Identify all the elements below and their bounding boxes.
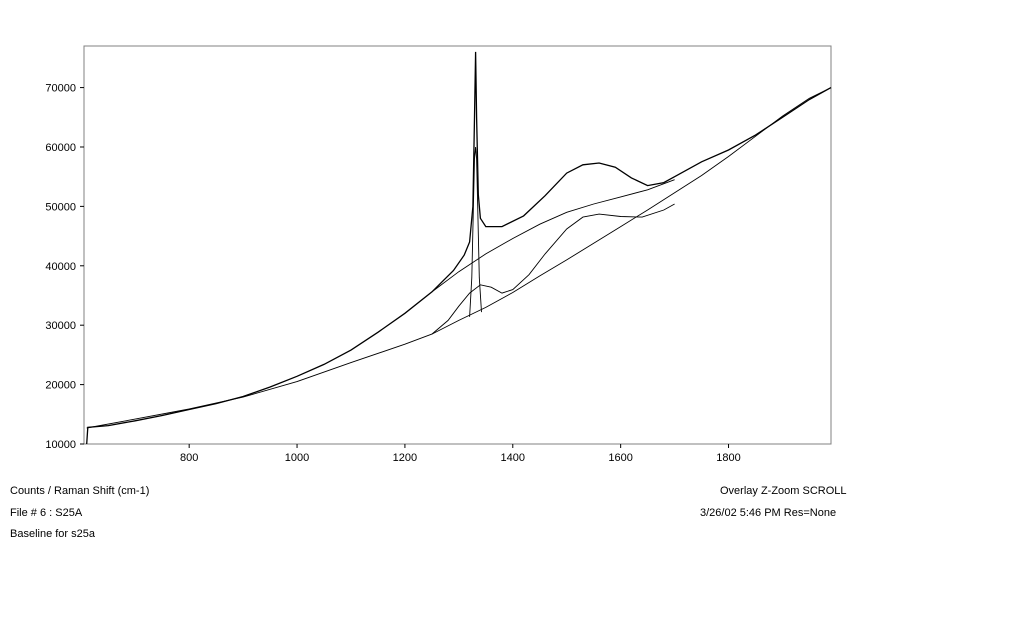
y-tick-label: 70000 xyxy=(45,83,76,95)
x-tick-label: 1800 xyxy=(716,452,740,464)
series-line-fitted-diamond-peak xyxy=(469,146,482,317)
file-label: File # 6 : S25A xyxy=(10,507,83,519)
x-tick-label: 1000 xyxy=(285,452,309,464)
x-tick-label: 1200 xyxy=(393,452,417,464)
baseline-note: Baseline for s25a xyxy=(10,528,95,540)
series-line-fitted-D-band xyxy=(431,203,675,335)
series-line-baseline xyxy=(86,87,832,429)
y-tick-label: 20000 xyxy=(45,380,76,392)
zoom-mode-label: Overlay Z-Zoom SCROLL xyxy=(720,485,847,497)
plot-frame xyxy=(83,45,832,445)
x-tick-label: 1600 xyxy=(608,452,632,464)
y-tick-label: 50000 xyxy=(45,201,76,213)
y-tick-label: 10000 xyxy=(45,439,76,451)
y-tick-label: 40000 xyxy=(45,261,76,273)
y-tick-label: 30000 xyxy=(45,320,76,332)
x-tick-label: 1400 xyxy=(501,452,525,464)
x-tick-label: 800 xyxy=(180,452,198,464)
axis-units-label: Counts / Raman Shift (cm-1) xyxy=(10,485,150,497)
y-tick-label: 60000 xyxy=(45,142,76,154)
timestamp-label: 3/26/02 5:46 PM Res=None xyxy=(700,507,837,519)
